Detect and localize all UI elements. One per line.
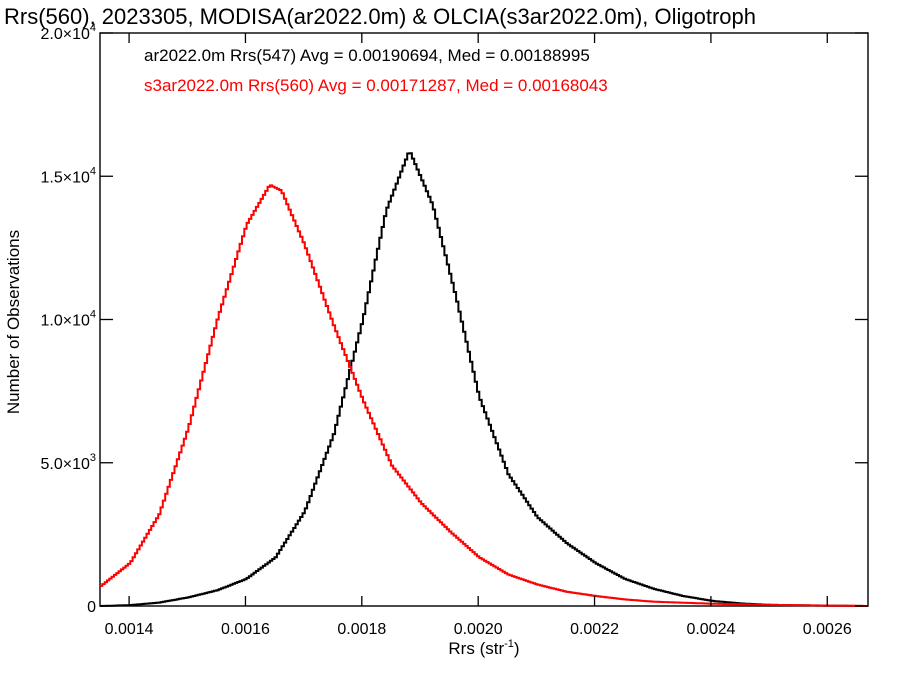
x-tick-label: 0.0026 [803, 621, 852, 638]
y-tick-label: 1.5×104 [40, 165, 96, 186]
chart-title: Rrs(560), 2023305, MODISA(ar2022.0m) & O… [4, 4, 756, 29]
plot-area [99, 32, 869, 607]
legend-entry-0: ar2022.0m Rrs(547) Avg = 0.00190694, Med… [144, 46, 590, 65]
series-1-line [100, 184, 868, 607]
legend: ar2022.0m Rrs(547) Avg = 0.00190694, Med… [144, 46, 608, 95]
y-tick-label: 0 [87, 599, 96, 616]
y-axis: 0 5.0×103 1.0×104 1.5×104 2.0×104 [40, 22, 868, 616]
x-tick-label: 0.0014 [105, 621, 154, 638]
plot-frame [99, 32, 869, 607]
x-axis-label-text: Rrs (str [448, 639, 504, 658]
y-tick-label: 1.0×104 [40, 309, 96, 330]
x-axis-label: Rrs (str-1) [448, 638, 519, 658]
x-tick-label: 0.0018 [337, 621, 386, 638]
x-tick-label: 0.0022 [570, 621, 619, 638]
x-axis-label-end: ) [514, 639, 520, 658]
series-layer [100, 152, 868, 607]
y-axis-label: Number of Observations [4, 230, 23, 414]
x-axis: 0.0014 0.0016 0.0018 0.0020 0.0022 0.0024 0.00… [105, 33, 852, 638]
x-tick-label: 0.0020 [454, 621, 503, 638]
legend-entry-1: s3ar2022.0m Rrs(560) Avg = 0.00171287, M… [144, 76, 608, 95]
x-axis-label-unit-exponent: -1 [504, 638, 514, 650]
x-tick-label: 0.0016 [221, 621, 270, 638]
series-0-line [100, 152, 868, 607]
y-tick-label: 2.0×104 [40, 22, 96, 43]
x-tick-label: 0.0024 [686, 621, 735, 638]
y-tick-label: 5.0×103 [40, 452, 96, 473]
